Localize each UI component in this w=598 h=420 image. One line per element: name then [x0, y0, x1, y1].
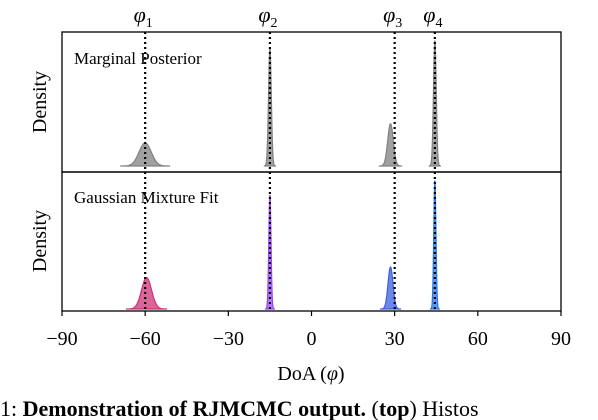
caption-suffix: ) Histos — [409, 396, 479, 420]
caption-prefix: 1: — [0, 396, 23, 420]
reference-label-2: φ2 — [258, 2, 277, 31]
x-tick-label-0: −90 — [46, 328, 77, 350]
x-tick-label-1: −60 — [130, 328, 161, 350]
chart: φ1 φ2 φ3 φ4 −90 −60 −30 0 30 60 90 Marginal Poste… — [29, 2, 571, 385]
reference-label-4: φ4 — [423, 2, 442, 31]
x-tick-label-4: 30 — [385, 328, 405, 350]
mixture-peak-0-0 — [125, 276, 168, 310]
top-y-axis-label: Density — [29, 71, 51, 133]
x-tick-label-2: −30 — [213, 328, 244, 350]
reference-label-3: φ3 — [383, 2, 402, 31]
x-tick-label-5: 60 — [468, 328, 488, 350]
top-panel-annotation: Marginal Posterior — [74, 49, 202, 68]
x-tick-label-6: 90 — [551, 328, 571, 350]
x-axis-label: DoA (φ) — [277, 363, 344, 385]
mixture-peak-3-0 — [429, 180, 440, 310]
x-tick-label-3: 0 — [307, 328, 317, 350]
caption-middle: ( — [366, 396, 379, 420]
bottom-y-axis-label: Density — [29, 210, 51, 272]
bottom-panel-annotation: Gaussian Mixture Fit — [74, 188, 219, 207]
reference-labels: φ1 φ2 φ3 φ4 — [134, 2, 443, 31]
mixture-peak-2-0 — [379, 266, 402, 310]
caption-bold-2: top — [378, 396, 410, 420]
caption-bold: Demonstration of RJMCMC output. — [22, 396, 367, 420]
posterior-peak-0-2 — [378, 123, 403, 167]
reference-label-1: φ1 — [134, 2, 153, 31]
x-axis-ticks: −90 −60 −30 0 30 60 90 — [46, 311, 571, 350]
reference-lines — [144, 32, 436, 311]
figure-caption: 1: Demonstration of RJMCMC output. (top)… — [0, 396, 598, 420]
